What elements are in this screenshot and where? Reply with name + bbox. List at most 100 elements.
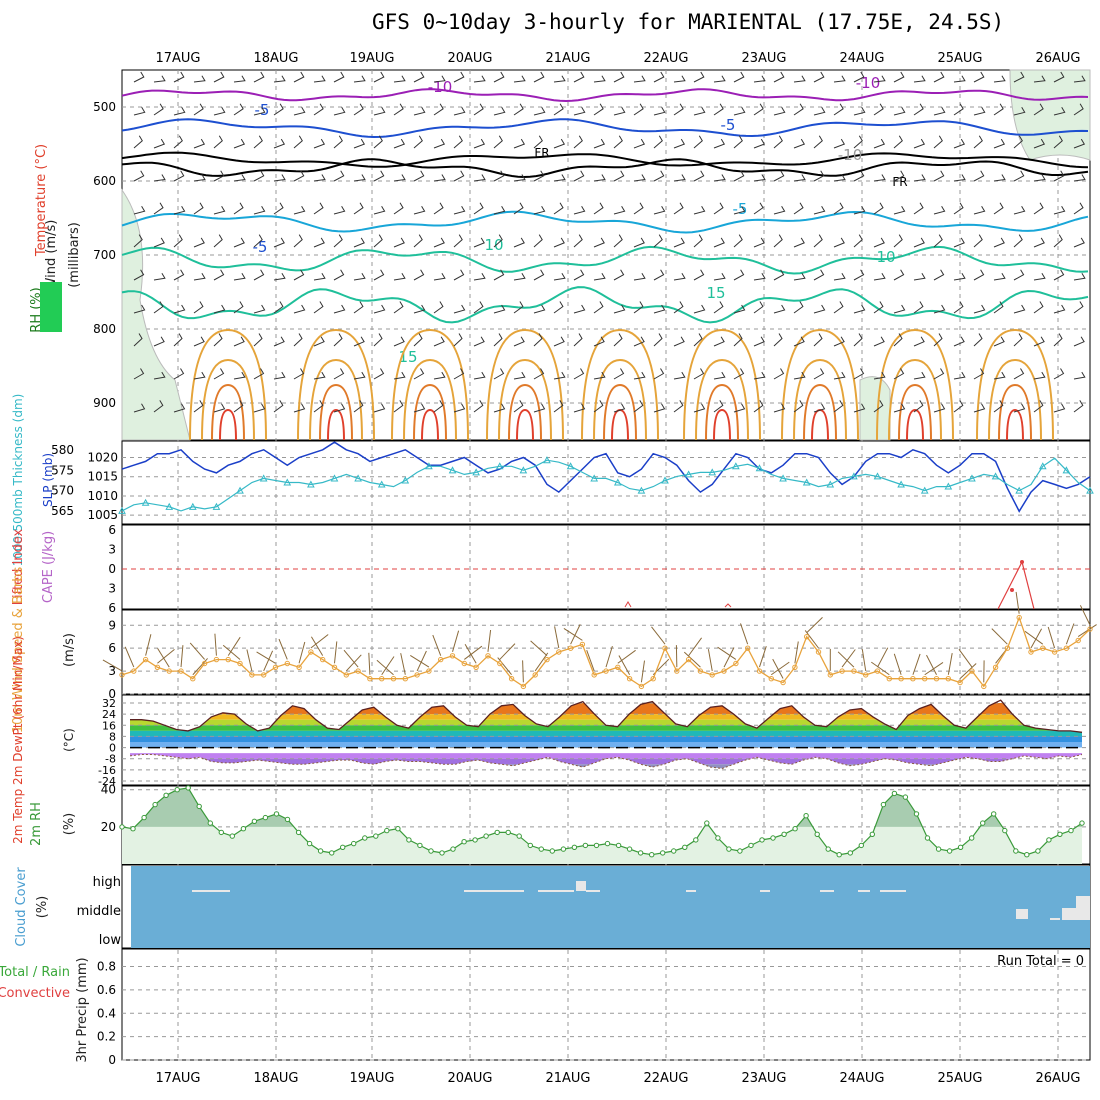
wind-barb [293,304,306,314]
wind-barb [413,368,425,380]
wind-barb [833,371,846,380]
wind-barb [293,269,305,281]
thickness-marker [354,474,362,482]
wind-barb [133,269,145,281]
thickness-marker [850,472,858,480]
temp-unit-label: (°C) [62,728,76,752]
wind-barb [853,71,865,83]
rh2m-marker [218,829,225,836]
wind-barb [493,107,506,116]
li-tick: 6 [108,523,116,537]
thickness-marker [259,474,268,482]
wind10-barb [345,654,362,672]
wind-barb [513,301,524,314]
wind-barb [153,371,166,380]
wind-barb [213,170,225,182]
precip-total-rain-label: Total / Rain [0,965,70,980]
rh2m-marker [660,850,666,856]
wind-barb [813,135,823,149]
wind10-barb [837,651,855,668]
wind10-marker [343,672,349,678]
wind-barb [913,336,925,347]
wind-barb [173,107,186,116]
wind-barb [753,138,766,149]
wind-barb [1053,403,1066,413]
wind-barb [753,301,764,314]
wind-barb [1033,301,1044,314]
wind-barb [393,174,406,182]
wind-barb [433,371,446,380]
wind10-barb [145,634,152,656]
wind10-barbs [102,591,1097,683]
wind-barb [993,336,1005,347]
wind-barb [593,336,605,347]
temp-band [130,725,1082,731]
wind10-marker [638,683,645,690]
cloud-patch [1076,896,1090,920]
wind-barb [153,301,164,314]
date-label-bottom: 23AUG [741,1071,786,1086]
rh2m-marker [1035,848,1041,854]
temp-tick: 32 [102,697,116,710]
wind-barb [853,368,865,380]
wind-barb [433,400,444,413]
li-tick: 0 [108,562,116,576]
wind10-barb [246,649,253,672]
cloud-patch [820,890,834,892]
wind-barb [593,301,604,314]
temp-band [130,714,1082,720]
wind10-marker [449,653,456,659]
cloud-patch [686,890,696,892]
rh2m-marker [571,844,578,850]
date-label-top: 20AUG [447,51,492,66]
wind10-marker [874,668,881,674]
wind-barb [253,170,265,182]
rh2m-marker [969,835,975,841]
wind10-barb [1024,630,1044,645]
wind-barb [453,304,466,314]
wind-barb [673,400,684,413]
temp-tick: 8 [109,730,116,743]
wind-barb [873,301,884,314]
rh2m-marker [913,811,920,817]
wind10-line [121,615,1091,688]
wind-barb [993,301,1004,314]
wind10-marker [815,649,822,655]
thickness-marker [401,476,410,484]
thickness-marker [613,478,622,486]
wind-barb [373,205,386,215]
wind-barb [213,304,226,314]
pressure-tick: 800 [93,322,116,336]
wind-barb [893,234,903,248]
wind-barb [773,135,783,149]
rh2m-marker [262,814,269,821]
thickness-marker [968,474,976,482]
thickness-marker [873,472,882,480]
wind-barb [693,71,705,83]
wind-barb [533,135,543,149]
wind-barb [253,269,265,281]
thickness-marker [1015,486,1024,494]
wind10-barb [157,649,175,664]
rh2m-marker [671,848,677,854]
wind-barb [553,202,564,215]
wind10-barb [464,643,477,664]
wind-barb [733,205,746,215]
wind10-marker [839,668,845,674]
wind10-marker [272,664,279,670]
warm-plume [391,328,469,441]
wind-barb [373,304,386,314]
wind-barb [993,202,1004,215]
wind-barb [473,174,486,182]
wind-barb [533,205,546,215]
wind-barb [153,174,166,182]
wind-barb [433,336,445,347]
rh2m-marker [759,837,765,843]
wind-barb [453,71,465,83]
rh2m-marker [637,850,644,856]
wind-barb [253,71,265,83]
wind10-marker [886,676,892,682]
temp-band [130,770,1082,776]
wind10-barb [740,623,749,645]
wind10-barb [959,663,977,679]
